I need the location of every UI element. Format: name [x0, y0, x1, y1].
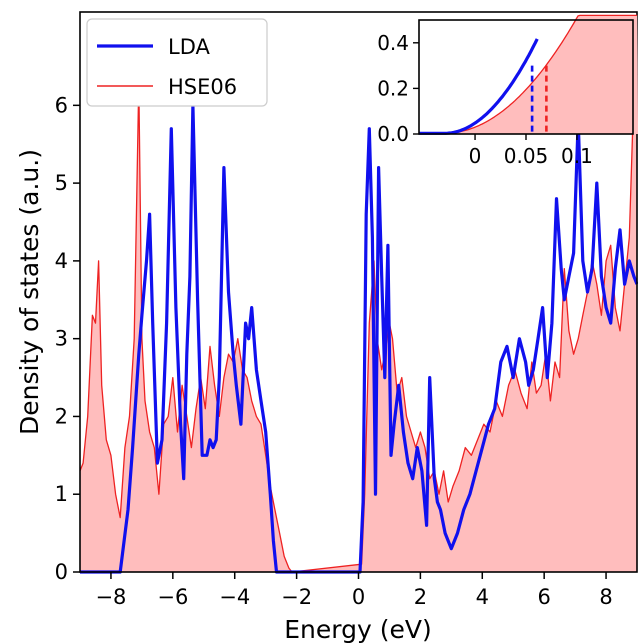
legend: LDA HSE06	[86, 18, 268, 107]
inset-x-axis: 0 0.05 0.1	[469, 134, 593, 168]
inset-x-tick-label: 0.05	[504, 144, 549, 168]
inset-series-fills	[419, 15, 638, 134]
inset-y-tick-label: 0.4	[377, 31, 409, 55]
y-tick-label: 6	[55, 93, 68, 117]
y-tick-label: 0	[55, 560, 68, 584]
main-series-fills	[80, 74, 637, 572]
y-tick-label: 4	[55, 249, 68, 273]
x-tick-label: −6	[157, 585, 188, 609]
y-tick-label: 2	[55, 404, 68, 428]
y-axis-label: Density of states (a.u.)	[15, 149, 44, 435]
x-tick-label: 2	[414, 585, 427, 609]
inset-y-axis: 0.0 0.2 0.4	[377, 31, 419, 146]
x-tick-label: −8	[95, 585, 126, 609]
x-tick-label: −2	[281, 585, 312, 609]
inset-markers	[530, 65, 548, 134]
series-line-lda	[80, 103, 638, 574]
main-plot-area: −8 −6 −4 −2 0 2 4 6 8 0 1 2 3 4 5 6	[55, 11, 638, 609]
inset-plot: 0 0.05 0.1 0.0 0.2 0.4	[377, 14, 638, 168]
legend-box	[86, 18, 268, 107]
x-tick-label: 4	[476, 585, 489, 609]
y-tick-label: 5	[55, 171, 68, 195]
main-series-lines	[79, 74, 638, 574]
inset-y-tick-label: 0.2	[377, 76, 409, 100]
legend-label-lda: LDA	[168, 35, 211, 59]
inset-x-tick-label: 0	[469, 144, 482, 168]
inset-x-tick-label: 0.1	[561, 144, 593, 168]
main-x-axis: −8 −6 −4 −2 0 2 4 6 8	[95, 572, 613, 609]
y-tick-label: 3	[55, 327, 68, 351]
y-tick-label: 1	[55, 482, 68, 506]
inset-y-tick-label: 0.0	[377, 122, 409, 146]
main-y-axis: 0 1 2 3 4 5 6	[55, 93, 80, 584]
x-axis-label: Energy (eV)	[284, 615, 431, 644]
x-tick-label: 8	[599, 585, 612, 609]
inset-fill-hse06	[419, 15, 638, 134]
x-tick-label: −4	[219, 585, 250, 609]
x-tick-label: 0	[352, 585, 365, 609]
legend-label-hse06: HSE06	[168, 75, 237, 99]
x-tick-label: 6	[537, 585, 550, 609]
series-fill-hse06	[80, 74, 637, 572]
